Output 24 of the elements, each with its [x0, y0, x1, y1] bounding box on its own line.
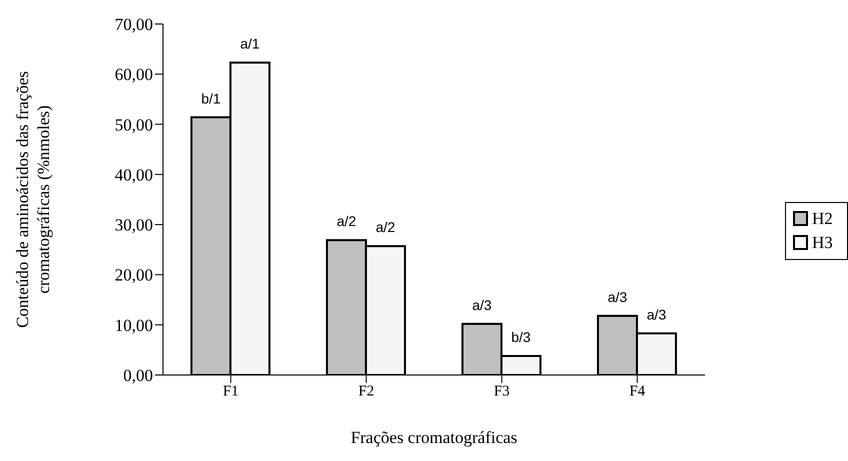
annotation: a/1	[240, 36, 260, 52]
y-tick-label: 0,00	[123, 366, 153, 386]
y-tick-label: 10,00	[114, 316, 153, 335]
x-tick-label: F2	[358, 384, 374, 400]
x-tick-label: F1	[222, 384, 239, 400]
x-tick-label: F3	[494, 384, 510, 400]
y-tick-label: 30,00	[114, 216, 153, 235]
annotation: b/1	[201, 90, 221, 106]
y-tick-label: 50,00	[114, 115, 153, 134]
y-tick-label: 20,00	[114, 266, 153, 285]
annotation: a/3	[472, 296, 492, 313]
x-tick-label: F4	[629, 384, 646, 400]
annotation: a/2	[376, 219, 396, 236]
legend-label: H2	[812, 208, 833, 230]
annotation: a/3	[608, 288, 628, 305]
legend-label: H3	[812, 232, 833, 254]
y-tick-label: 60,00	[114, 65, 153, 84]
annotation: b/3	[511, 328, 531, 345]
annotation: a/3	[646, 306, 666, 322]
annotation: a/2	[336, 213, 356, 230]
y-tick-label: 40,00	[114, 165, 153, 184]
x-axis-title: Frações cromatográficas	[350, 428, 518, 447]
y-axis-title: Conteúdo de aminoácidos das frações cromatográficas (%nmoles)	[13, 71, 53, 328]
y-tick-label: 70,00	[114, 15, 153, 34]
